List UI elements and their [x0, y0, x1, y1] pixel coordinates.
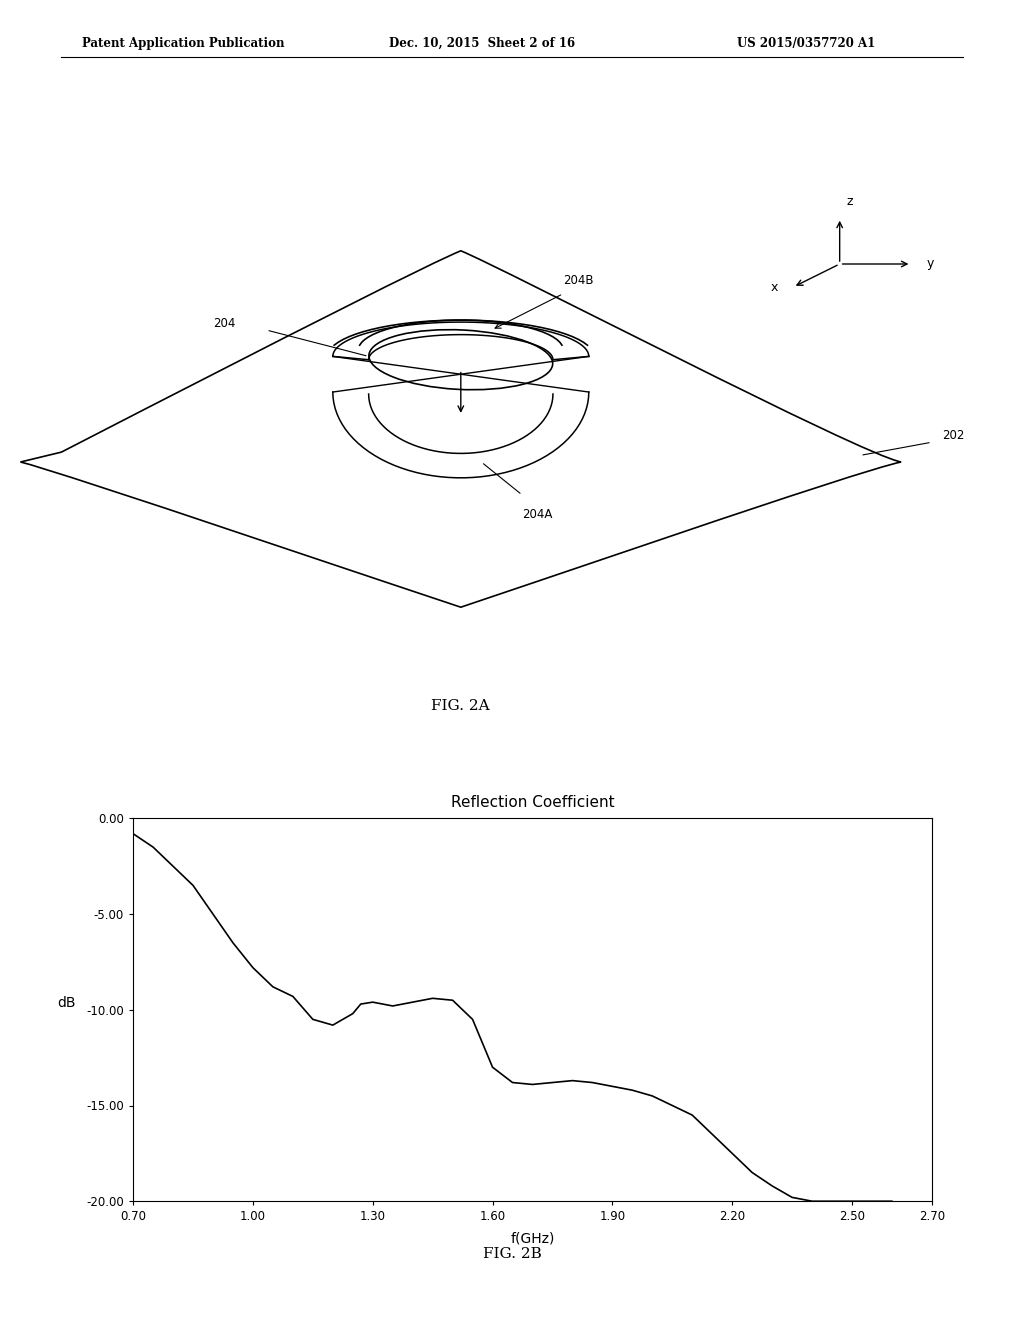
Text: 204B: 204B: [563, 275, 594, 286]
Text: Patent Application Publication: Patent Application Publication: [82, 37, 285, 50]
Text: z: z: [847, 195, 853, 209]
Text: 204A: 204A: [522, 508, 553, 521]
Text: FIG. 2A: FIG. 2A: [431, 698, 490, 713]
Title: Reflection Coefficient: Reflection Coefficient: [451, 795, 614, 810]
Text: Dec. 10, 2015  Sheet 2 of 16: Dec. 10, 2015 Sheet 2 of 16: [389, 37, 575, 50]
Text: US 2015/0357720 A1: US 2015/0357720 A1: [737, 37, 876, 50]
Y-axis label: dB: dB: [57, 995, 76, 1010]
Text: FIG. 2B: FIG. 2B: [482, 1247, 542, 1262]
X-axis label: f(GHz): f(GHz): [510, 1232, 555, 1246]
Text: 204: 204: [213, 317, 236, 330]
Text: 202: 202: [942, 429, 965, 442]
Text: y: y: [927, 257, 934, 271]
Text: x: x: [770, 281, 778, 293]
